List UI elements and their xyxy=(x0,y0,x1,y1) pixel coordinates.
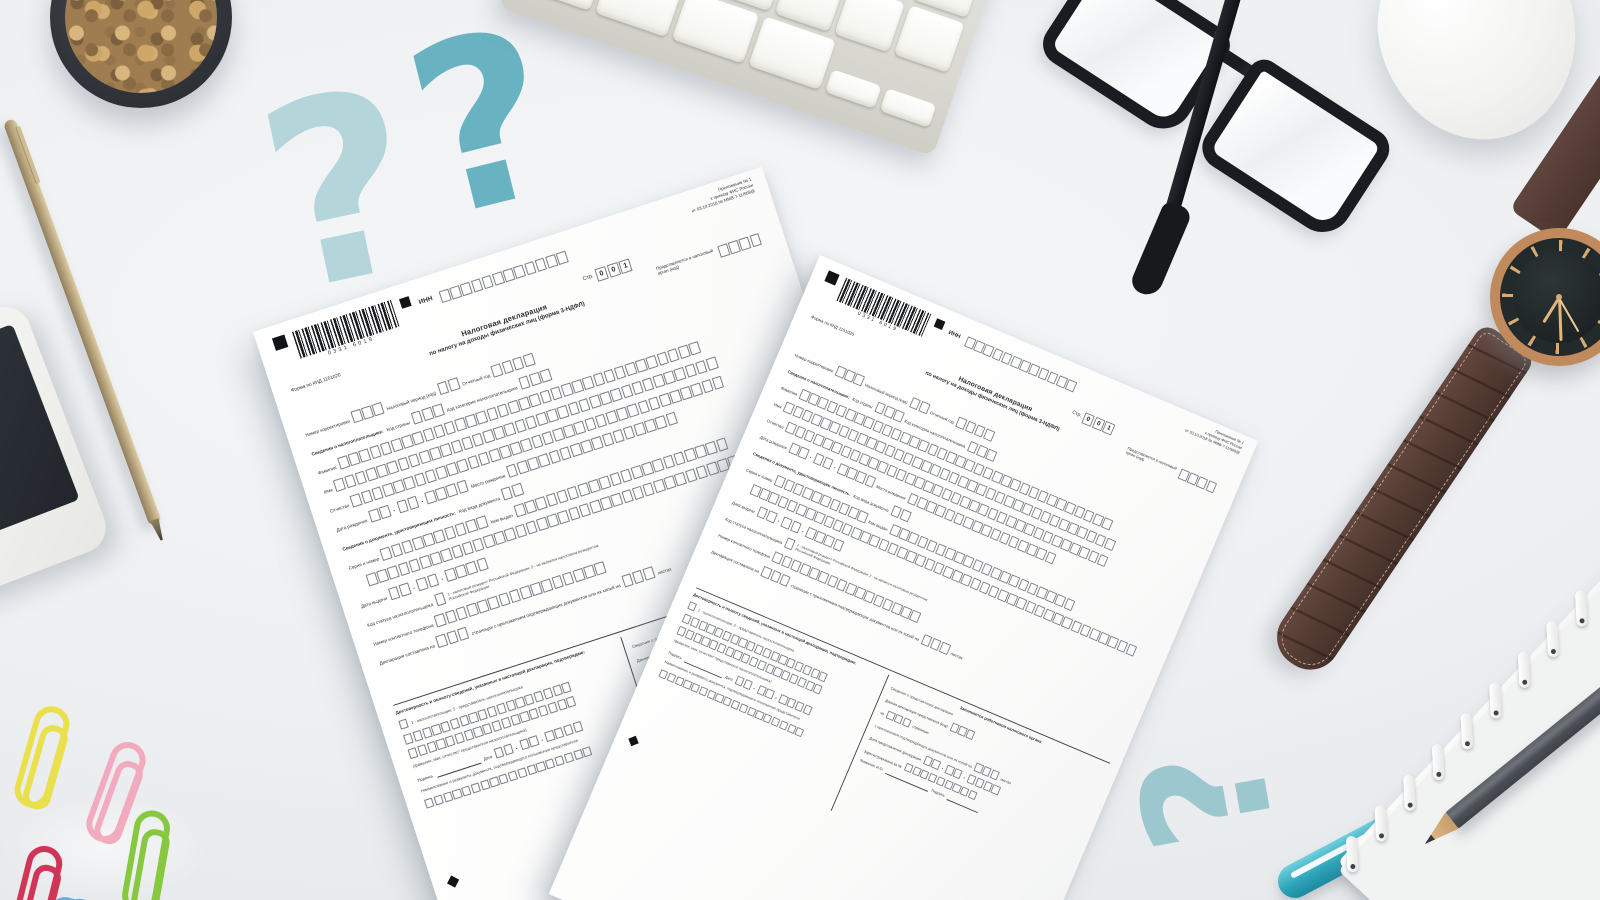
smartphone-screen xyxy=(0,323,80,595)
keyboard-key xyxy=(893,5,965,73)
spiral-ring xyxy=(1489,682,1502,719)
submit-to-field: Представляется в налоговый орган (код) xyxy=(655,229,773,277)
knd-code: Форма по КНД 1151020 xyxy=(290,373,342,394)
spiral-ring xyxy=(1431,743,1445,781)
submit-to-cells xyxy=(1177,468,1218,493)
spiral-ring xyxy=(1460,712,1474,750)
plant-pot xyxy=(50,0,232,108)
registration-mark xyxy=(824,270,840,286)
submit-to-cells xyxy=(717,233,762,258)
keyboard xyxy=(497,0,1018,157)
corner-note: Приложение № 1 к приказу ФНС России от 0… xyxy=(1184,418,1244,456)
registration-mark xyxy=(933,318,946,330)
registration-diamond xyxy=(447,875,460,888)
submit-to-label: Представляется в налоговый орган (код) xyxy=(655,247,714,277)
page-label: Стр. xyxy=(582,273,595,283)
paperclip xyxy=(10,702,74,812)
eyeglasses-lens xyxy=(1193,53,1397,244)
spiral-ring xyxy=(1345,835,1359,873)
wrist-watch xyxy=(1490,228,1600,366)
spiral-ring xyxy=(1574,590,1588,627)
page-label: Стр. xyxy=(1071,410,1083,419)
spiral-ring xyxy=(1546,620,1560,658)
watch-strap xyxy=(1265,322,1537,682)
keyboard-key xyxy=(595,0,683,38)
question-mark-icon: ? xyxy=(1099,731,1316,865)
keyboard-keys xyxy=(518,0,1002,128)
watch-center-pin xyxy=(1556,294,1562,300)
spiral-ring xyxy=(1517,651,1531,689)
registration-mark xyxy=(271,334,289,351)
registration-mark xyxy=(399,296,412,309)
dried-plant xyxy=(65,0,217,93)
arrow-key xyxy=(879,88,937,128)
registration-diamond xyxy=(628,735,639,747)
submit-to-label: Представляется в налоговый орган (код) xyxy=(1125,445,1178,471)
submit-to-field: Представляется в налоговый орган (код) xyxy=(1125,446,1227,497)
corner-note: Приложение № 1 к приказу ФНС России от 0… xyxy=(687,177,756,215)
spiral-ring xyxy=(1403,774,1416,811)
inn-label: ИНН xyxy=(418,295,434,307)
knd-code: Форма по КНД 1151020 xyxy=(810,315,855,338)
paperclip xyxy=(119,807,173,900)
keyboard-key xyxy=(518,0,607,11)
paperclip xyxy=(5,842,67,900)
keyboard-key xyxy=(671,0,760,64)
inn-label: ИНН xyxy=(947,329,962,341)
spiral-ring xyxy=(1374,805,1388,842)
arrow-key xyxy=(824,69,882,109)
